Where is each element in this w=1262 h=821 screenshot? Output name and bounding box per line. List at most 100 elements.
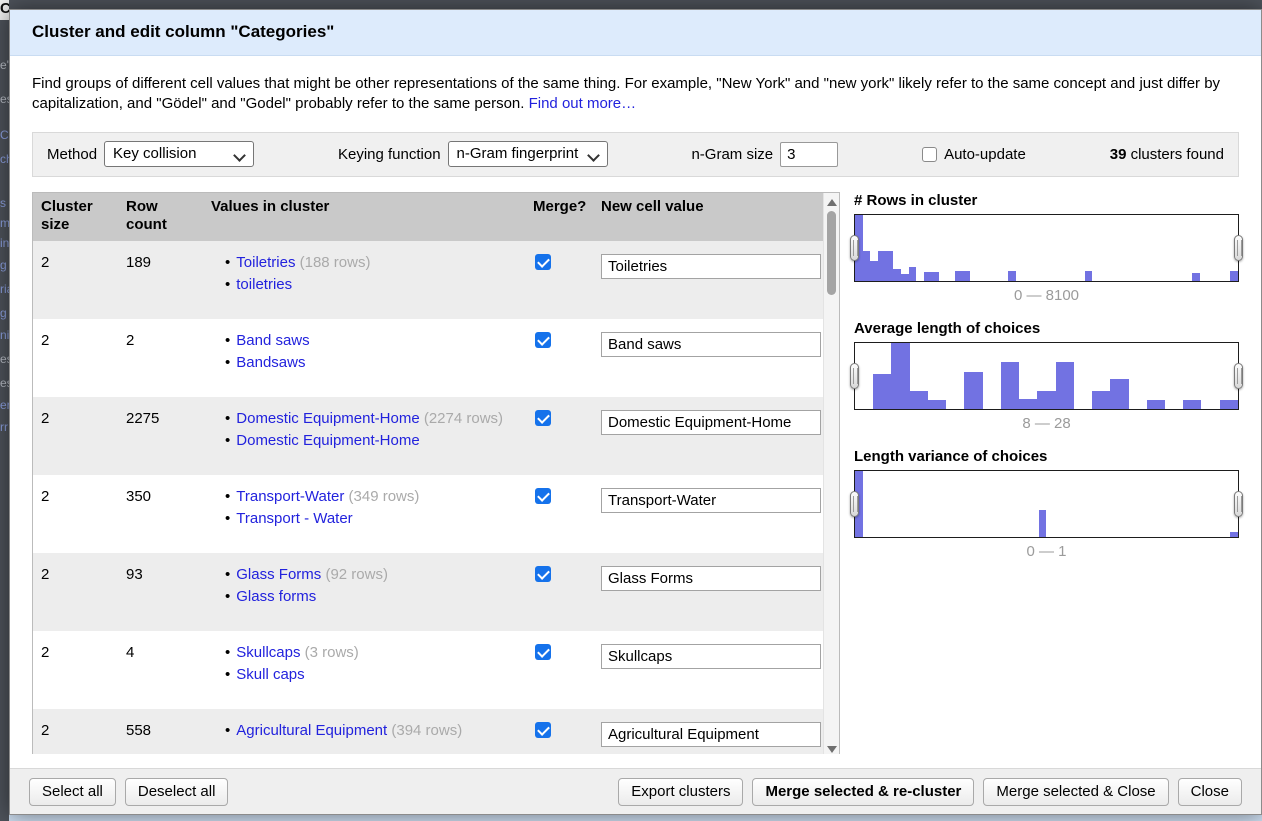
histogram-bar	[1183, 399, 1202, 409]
keying-function-select[interactable]: n-Gram fingerprint	[447, 141, 608, 167]
histogram-bars	[855, 342, 1238, 409]
cluster-value-link[interactable]: Skull caps	[236, 666, 305, 683]
ngram-size-group: n-Gram size	[691, 141, 839, 167]
new-cell-value-cell	[593, 254, 823, 319]
row-count-note: (394 rows)	[387, 722, 463, 739]
new-cell-value-input[interactable]	[601, 410, 821, 435]
histogram-plot	[850, 213, 1243, 282]
histogram-bar	[1230, 531, 1238, 537]
cluster-value-link[interactable]: Agricultural Equipment	[236, 722, 388, 739]
values-in-cluster-cell: • Toiletries (188 rows) • toiletries	[203, 254, 525, 319]
bullet-icon: •	[225, 588, 231, 605]
bullet-icon: •	[225, 644, 231, 661]
histogram-bar	[1110, 378, 1129, 409]
merge-selected-recluster-button[interactable]: Merge selected & re-cluster	[752, 777, 975, 806]
merge-checkbox[interactable]	[535, 488, 551, 504]
deselect-all-button[interactable]: Deselect all	[124, 777, 229, 806]
new-cell-value-input[interactable]	[601, 566, 821, 591]
new-cell-value-input[interactable]	[601, 644, 821, 669]
keying-function-group: Keying function n-Gram fingerprint	[338, 141, 608, 167]
merge-checkbox[interactable]	[535, 410, 551, 426]
range-slider-handle-max[interactable]	[1234, 234, 1243, 261]
cluster-value-link[interactable]: Transport-Water	[236, 488, 345, 505]
ngram-size-input[interactable]	[780, 141, 839, 167]
range-slider-handle-min[interactable]	[850, 234, 859, 261]
merge-checkbox[interactable]	[535, 644, 551, 660]
table-row: 2 350 • Transport-Water (349 rows) • Transpor…	[33, 475, 823, 553]
background-text-fragment: g	[0, 306, 7, 320]
range-slider-handle-min[interactable]	[850, 490, 859, 517]
value-list-item: • Glass forms	[211, 588, 517, 605]
histogram-average-length: Average length of choices 8 — 28	[850, 320, 1243, 432]
description-body: Find groups of different cell values tha…	[32, 75, 1221, 113]
scrollbar-thumb[interactable]	[827, 210, 836, 295]
new-cell-value-cell	[593, 566, 823, 631]
cluster-value-link[interactable]: Toiletries	[236, 254, 296, 271]
table-scrollbar[interactable]	[823, 192, 839, 754]
auto-update-checkbox[interactable]	[922, 146, 938, 162]
export-clusters-button[interactable]: Export clusters	[618, 777, 744, 806]
bullet-icon: •	[225, 488, 231, 505]
merge-selected-close-button[interactable]: Merge selected & Close	[983, 777, 1169, 806]
bullet-icon: •	[225, 410, 231, 427]
value-list-item: • Toiletries (188 rows)	[211, 254, 517, 271]
select-all-button[interactable]: Select all	[29, 777, 116, 806]
cluster-value-link[interactable]: Skullcaps	[236, 644, 301, 661]
new-cell-value-cell	[593, 410, 823, 475]
new-cell-value-input[interactable]	[601, 722, 821, 747]
histogram-bar	[862, 250, 871, 281]
cluster-size-cell: 2	[41, 644, 50, 661]
row-count-cell: 93	[126, 566, 143, 583]
value-list-item: • Transport-Water (349 rows)	[211, 488, 517, 505]
histogram-bar	[1092, 390, 1111, 409]
merge-cell	[525, 488, 593, 553]
method-group: Method Key collision	[47, 141, 255, 167]
cluster-value-link[interactable]: Domestic Equipment-Home	[236, 410, 420, 427]
new-cell-value-input[interactable]	[601, 254, 821, 279]
new-cell-value-input[interactable]	[601, 332, 821, 357]
merge-checkbox[interactable]	[535, 566, 551, 582]
bullet-icon: •	[225, 276, 231, 293]
table-row: 2 4 • Skullcaps (3 rows) • Skull caps	[33, 631, 823, 709]
cluster-value-link[interactable]: Band saws	[236, 332, 310, 349]
histogram-bar	[891, 342, 910, 409]
histogram-bar	[1008, 271, 1016, 281]
merge-cell	[525, 332, 593, 397]
cluster-value-link[interactable]: toiletries	[236, 276, 293, 293]
find-out-more-link[interactable]: Find out more…	[528, 95, 637, 113]
close-button[interactable]: Close	[1177, 777, 1242, 806]
dialog-title: Cluster and edit column "Categories"	[10, 10, 1261, 56]
method-select[interactable]: Key collision	[104, 141, 255, 167]
row-count-cell: 189	[126, 254, 152, 271]
table-row: 2 189 • Toiletries (188 rows) • toiletries	[33, 241, 823, 319]
new-cell-value-input[interactable]	[601, 488, 821, 513]
background-text-fragment: nic	[0, 328, 9, 342]
cluster-value-link[interactable]: Transport - Water	[236, 510, 353, 527]
histogram-bar	[1000, 362, 1020, 409]
value-list-item: • Band saws	[211, 332, 517, 349]
range-slider-handle-max[interactable]	[1234, 362, 1243, 389]
range-slider-handle-max[interactable]	[1234, 490, 1243, 517]
merge-checkbox[interactable]	[535, 254, 551, 270]
cluster-value-link[interactable]: Bandsaws	[236, 354, 306, 371]
cluster-value-link[interactable]: Glass Forms	[236, 566, 322, 583]
header-row-count: Row count	[126, 197, 167, 234]
histogram-range-label: 0 — 8100	[1013, 286, 1080, 304]
cluster-value-link[interactable]: Domestic Equipment-Home	[236, 432, 420, 449]
header-values-in-cluster: Values in cluster	[211, 197, 330, 215]
background-text-fragment: s	[0, 196, 6, 210]
range-slider-handle-min[interactable]	[850, 362, 859, 389]
clusters-found-status: 39 clusters found	[1110, 146, 1224, 163]
row-count-cell: 558	[126, 722, 152, 739]
scroll-down-arrow-icon[interactable]	[827, 745, 837, 753]
merge-checkbox[interactable]	[535, 722, 551, 738]
scroll-up-arrow-icon[interactable]	[827, 198, 837, 206]
merge-checkbox[interactable]	[535, 332, 551, 348]
row-count-cell: 4	[126, 644, 135, 661]
histogram-length-variance: Length variance of choices 0 — 1	[850, 448, 1243, 560]
row-count-note: (188 rows)	[295, 254, 371, 271]
value-list: • Transport-Water (349 rows) • Transport - …	[211, 488, 517, 527]
histogram-bar	[1146, 399, 1165, 409]
cluster-value-link[interactable]: Glass forms	[236, 588, 317, 605]
dialog-body: Find groups of different cell values tha…	[10, 56, 1261, 754]
